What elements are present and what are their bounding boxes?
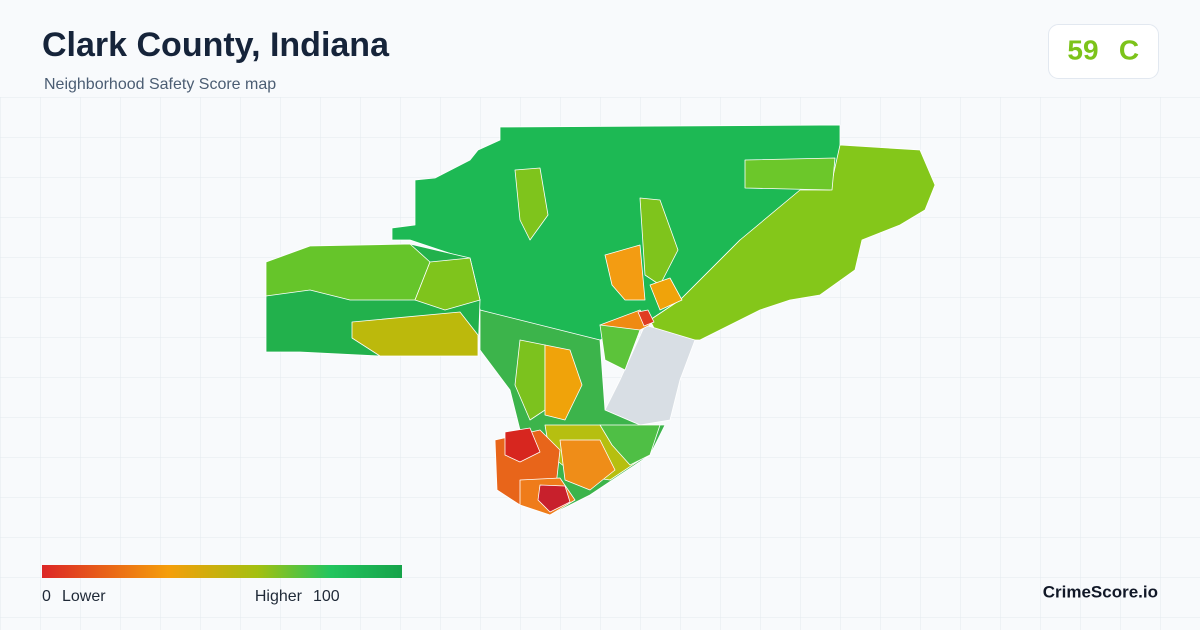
region (604, 244, 646, 301)
region (351, 311, 479, 357)
region (604, 324, 696, 426)
score-grade: C (1119, 34, 1139, 65)
region (599, 424, 661, 466)
region (649, 144, 936, 341)
region (537, 484, 571, 513)
score-badge (1048, 24, 1159, 79)
legend-max: 100 (313, 588, 340, 605)
region (544, 344, 583, 421)
legend-max-label: Higher (255, 588, 303, 605)
region (599, 324, 641, 371)
region (639, 197, 679, 286)
legend-min-label: Lower (62, 588, 106, 605)
brand: CrimeScore.io (1043, 582, 1158, 601)
legend-min: 0 (42, 588, 51, 605)
region (514, 339, 546, 421)
region (559, 439, 616, 491)
region (744, 157, 836, 191)
region (514, 167, 549, 241)
score-value: 59 (1067, 34, 1098, 65)
region (265, 243, 431, 301)
region (637, 309, 655, 327)
region (649, 277, 683, 311)
map (265, 124, 936, 516)
subtitle: Neighborhood Safety Score map (44, 76, 276, 93)
title: Clark County, Indiana (42, 26, 390, 64)
legend-bar (42, 565, 402, 578)
region (504, 427, 541, 463)
region (414, 257, 481, 311)
